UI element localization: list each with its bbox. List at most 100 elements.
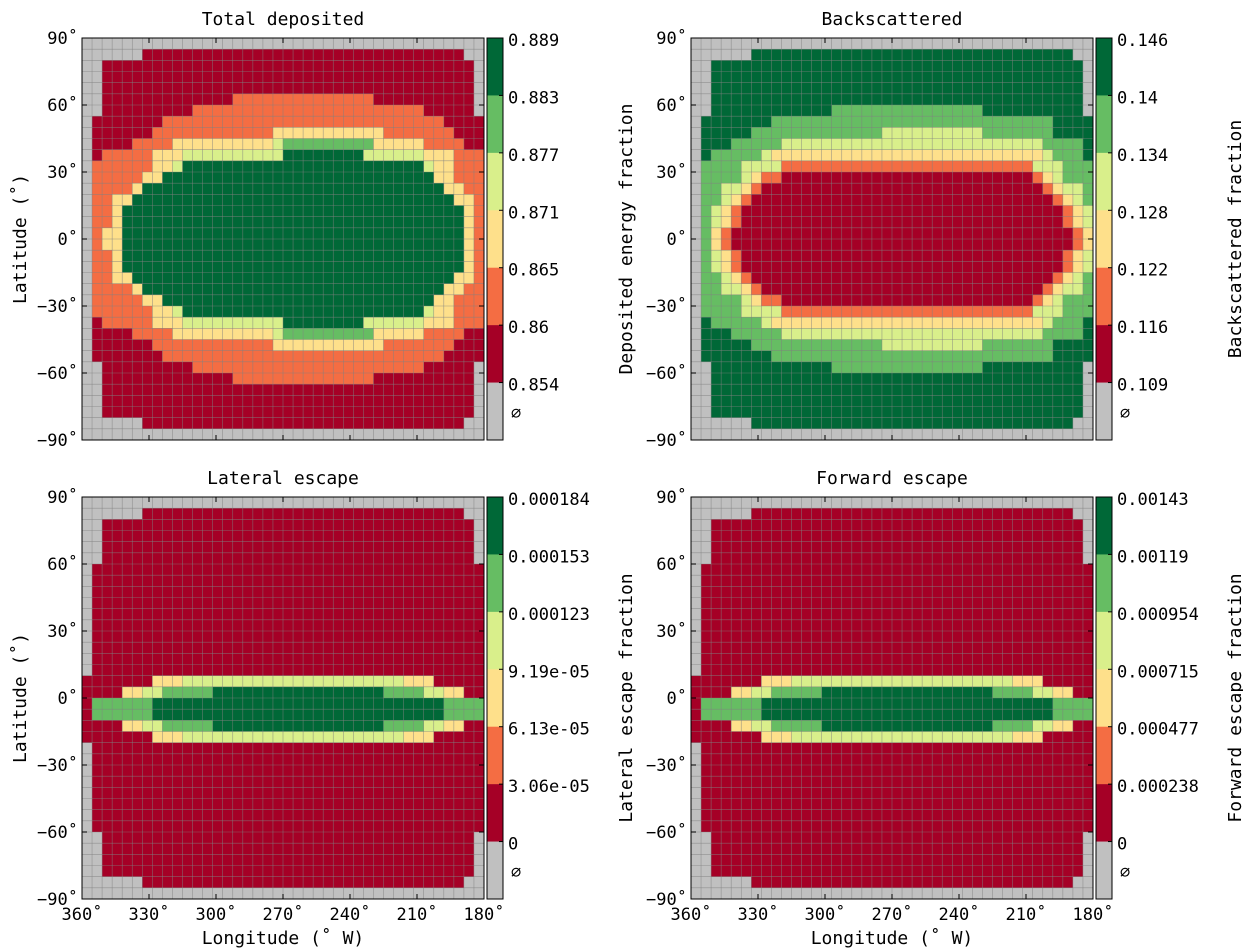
heatmap-cell: [1042, 497, 1054, 509]
heatmap-cell: [1042, 283, 1054, 296]
heatmap-cell: [132, 239, 143, 251]
heatmap-cell: [283, 497, 294, 509]
heatmap-cell: [212, 127, 223, 139]
heatmap-cell: [841, 373, 853, 385]
heatmap-cell: [413, 339, 424, 351]
y-tick-label: −30˚: [37, 296, 78, 317]
heatmap-cell: [871, 328, 883, 340]
heatmap-cell: [242, 428, 254, 441]
heatmap-cell: [831, 508, 843, 520]
heatmap-cell: [262, 294, 274, 307]
heatmap-cell: [333, 675, 344, 688]
heatmap-cell: [1012, 227, 1023, 240]
heatmap-cell: [413, 787, 424, 799]
heatmap-cell: [1002, 227, 1013, 240]
heatmap-cell: [881, 82, 893, 95]
heatmap-cell: [252, 317, 264, 329]
heatmap-cell: [1032, 508, 1044, 520]
heatmap-cell: [1002, 183, 1013, 195]
heatmap-cell: [922, 272, 933, 284]
heatmap-cell: [242, 250, 254, 262]
heatmap-cell: [182, 586, 193, 598]
heatmap-cell: [272, 709, 284, 721]
heatmap-cell: [741, 82, 752, 95]
heatmap-cell: [1002, 328, 1013, 340]
heatmap-cell: [721, 38, 732, 50]
heatmap-cell: [313, 508, 324, 520]
heatmap-cell: [1022, 317, 1033, 329]
heatmap-cell: [142, 105, 153, 117]
heatmap-cell: [252, 664, 264, 676]
heatmap-cell: [403, 172, 414, 184]
heatmap-cell: [262, 552, 274, 565]
heatmap-cell: [463, 239, 475, 251]
heatmap-cell: [303, 675, 314, 688]
heatmap-cell: [453, 283, 465, 296]
heatmap-cell: [861, 328, 873, 340]
heatmap-cell: [892, 227, 903, 240]
heatmap-cell: [821, 306, 832, 318]
heatmap-cell: [343, 216, 354, 229]
heatmap-cell: [403, 406, 414, 418]
heatmap-cell: [701, 294, 712, 307]
heatmap-cell: [293, 597, 304, 609]
heatmap-cell: [122, 843, 133, 855]
heatmap-cell: [1062, 384, 1074, 396]
heatmap-cell: [453, 586, 465, 598]
heatmap-cell: [721, 350, 732, 363]
heatmap-cell: [932, 149, 943, 162]
heatmap-cell: [293, 116, 304, 128]
heatmap-cell: [463, 306, 475, 318]
heatmap-cell: [831, 328, 843, 340]
heatmap-cell: [252, 350, 264, 363]
heatmap-cell: [182, 373, 193, 385]
heatmap-cell: [242, 71, 254, 83]
heatmap-cell: [383, 339, 394, 351]
heatmap-cell: [841, 127, 853, 139]
heatmap-cell: [102, 664, 113, 676]
heatmap-cell: [182, 395, 193, 407]
heatmap-cell: [162, 261, 173, 273]
heatmap-cell: [1002, 172, 1013, 184]
heatmap-cell: [102, 172, 113, 184]
heatmap-cell: [741, 350, 752, 363]
heatmap-cell: [283, 597, 294, 609]
heatmap-cell: [443, 406, 455, 418]
heatmap-cell: [711, 138, 722, 150]
heatmap-cell: [741, 541, 752, 554]
heatmap-cell: [1082, 49, 1094, 61]
heatmap-cell: [192, 742, 203, 755]
heatmap-cell: [202, 172, 213, 184]
heatmap-cell: [192, 183, 203, 195]
heatmap-cell: [192, 664, 203, 676]
heatmap-cell: [122, 205, 133, 217]
heatmap-cell: [413, 38, 424, 50]
heatmap-cell: [383, 876, 394, 889]
heatmap-cell: [1022, 127, 1033, 139]
heatmap-cell: [871, 71, 883, 83]
heatmap-cell: [1052, 395, 1064, 407]
heatmap-cell: [182, 38, 193, 50]
heatmap-cell: [333, 552, 344, 565]
heatmap-cell: [942, 127, 953, 139]
heatmap-cell: [771, 395, 782, 407]
heatmap-cell: [942, 541, 953, 554]
heatmap-cell: [443, 395, 455, 407]
heatmap-cell: [122, 765, 133, 777]
colorbar-segment: [1096, 152, 1112, 211]
heatmap-cell: [212, 138, 223, 150]
heatmap-cell: [102, 283, 113, 296]
heatmap-cell: [751, 530, 762, 542]
heatmap-cell: [423, 564, 435, 576]
heatmap-cell: [861, 239, 873, 251]
heatmap-cell: [892, 194, 903, 206]
heatmap-cell: [222, 887, 234, 900]
heatmap-cell: [912, 417, 923, 430]
heatmap-cell: [942, 205, 953, 217]
heatmap-cell: [403, 854, 414, 866]
heatmap-cell: [92, 753, 103, 766]
heatmap-cell: [881, 183, 893, 195]
heatmap-cell: [1062, 294, 1074, 307]
heatmap-cell: [1052, 272, 1064, 284]
heatmap-cell: [811, 519, 822, 531]
